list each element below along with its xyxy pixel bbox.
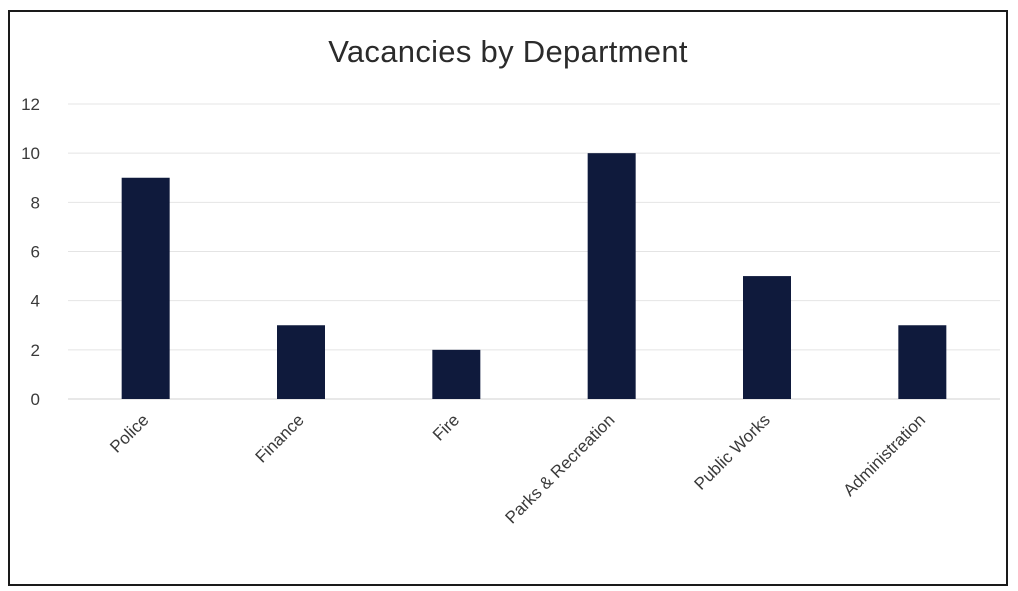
y-tick-label: 10	[21, 144, 40, 163]
x-tick-label: Police	[106, 410, 152, 456]
x-tick-label: Administration	[840, 410, 930, 500]
x-tick-label: Finance	[252, 410, 308, 466]
bar-administration	[898, 325, 947, 399]
chart-title: Vacancies by Department	[328, 34, 688, 69]
y-tick-label: 6	[31, 243, 40, 262]
y-tick-label: 8	[31, 193, 40, 212]
bar-police	[121, 177, 170, 399]
bar-parks-recreation	[587, 153, 636, 399]
y-tick-label: 12	[21, 95, 40, 114]
y-tick-label: 0	[31, 390, 40, 409]
x-tick-label: Fire	[429, 410, 463, 444]
chart-frame: Vacancies by Department 0 2 4 6 8 10 12 Police F…	[8, 10, 1008, 586]
x-tick-label: Public Works	[690, 410, 773, 493]
bar-public-works	[743, 276, 791, 399]
bar-fire	[432, 349, 481, 399]
y-tick-label: 2	[31, 341, 40, 360]
x-tick-label: Parks & Recreation	[502, 410, 619, 527]
chart-plot: 0 2 4 6 8 10 12 Police Finance Fire Parks & Recrea…	[21, 95, 1000, 527]
y-tick-label: 4	[31, 292, 40, 311]
bar-finance	[277, 325, 325, 399]
